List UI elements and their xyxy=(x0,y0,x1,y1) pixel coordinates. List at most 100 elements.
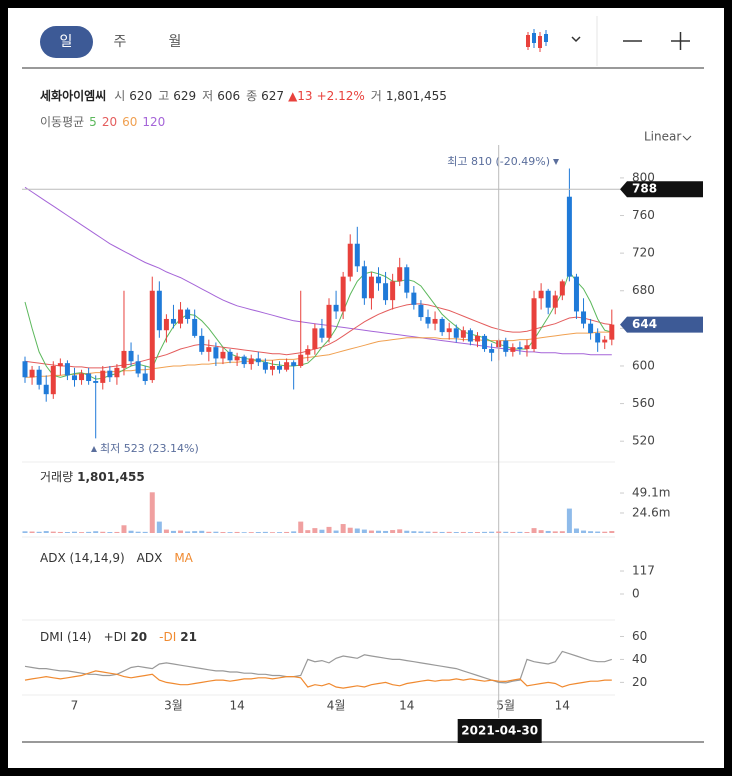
volume-bar xyxy=(602,531,608,533)
volume-bar xyxy=(142,531,148,533)
volume-bar xyxy=(234,531,240,533)
volume-bar xyxy=(467,532,473,533)
tab-selected-bg[interactable] xyxy=(40,26,93,58)
volume-bar xyxy=(397,529,403,533)
volume-bar xyxy=(446,531,452,533)
candle-body xyxy=(503,340,509,352)
volume-bar xyxy=(29,531,35,533)
volume-bar xyxy=(241,532,247,533)
candle-body xyxy=(50,365,56,395)
y-tick-label: 49.1m xyxy=(632,486,670,500)
volume-bar xyxy=(291,531,297,533)
x-tick-label: 4월 xyxy=(327,699,346,713)
legend-entry: 60 xyxy=(122,115,137,129)
candle-body xyxy=(404,267,410,293)
candle-body xyxy=(192,318,198,336)
candle-body xyxy=(206,347,212,352)
price-badge xyxy=(620,316,703,333)
candle-body xyxy=(432,318,438,324)
volume-bar xyxy=(524,532,530,533)
volume-bar xyxy=(573,528,579,533)
candle-body xyxy=(573,276,579,312)
volume-bar xyxy=(595,531,601,533)
volume-bar xyxy=(86,531,92,533)
candle-body xyxy=(255,358,261,363)
candle-body xyxy=(128,350,134,362)
candle-body xyxy=(595,333,601,343)
candle-body xyxy=(354,243,360,267)
ma-legend: 이동평균 5 20 60 120 xyxy=(40,115,165,129)
volume-bar xyxy=(531,528,537,533)
candle-body xyxy=(482,335,488,350)
volume-bar xyxy=(482,531,488,533)
y-tick-label: 117 xyxy=(632,564,655,578)
volume-bar xyxy=(496,531,502,533)
x-tick-label: 3월 xyxy=(164,699,183,713)
candle-body xyxy=(347,243,353,277)
volume-bar xyxy=(588,531,594,533)
candle-body xyxy=(114,367,120,378)
candle-body xyxy=(22,361,28,378)
candle-body xyxy=(340,276,346,312)
candle-body xyxy=(538,290,544,299)
y-tick-label: 520 xyxy=(632,434,655,448)
volume-bar xyxy=(22,531,28,533)
candle-body xyxy=(390,281,396,301)
volume-bar xyxy=(418,531,424,533)
scale-mode-icon[interactable] xyxy=(682,135,692,141)
volume-bar xyxy=(269,532,275,533)
candle-body xyxy=(298,354,304,366)
candle-body xyxy=(581,311,587,324)
candle-body xyxy=(248,358,254,365)
candle-body xyxy=(305,349,311,355)
crosshair-price: 788 xyxy=(632,182,657,196)
annotation-marker xyxy=(91,446,97,452)
volume-bar xyxy=(333,530,339,533)
tab[interactable]: 월 xyxy=(169,34,182,50)
candle-body xyxy=(545,290,551,308)
annotation: 최저 523 (23.14%) xyxy=(100,442,199,455)
volume-bar xyxy=(100,531,106,533)
volume-bar xyxy=(43,531,49,533)
y-tick-label: 680 xyxy=(632,283,655,297)
tab[interactable]: 주 xyxy=(114,34,127,50)
legend-entry: 120 xyxy=(142,115,165,129)
volume-bar xyxy=(114,531,120,533)
x-tick-label: 14 xyxy=(229,699,244,713)
candle-body xyxy=(121,350,127,368)
volume-bar xyxy=(128,530,134,533)
candle-body xyxy=(446,328,452,333)
zoom-in[interactable] xyxy=(671,32,690,50)
volume-bar xyxy=(156,521,162,533)
volume-bar xyxy=(79,532,85,533)
candle-body xyxy=(376,276,381,284)
candle-body xyxy=(29,369,35,378)
volume-bar xyxy=(248,532,254,533)
y-tick-label: 760 xyxy=(632,208,655,222)
volume-bar xyxy=(340,524,346,533)
adx-legend: ADX (14,14,9) ADX MA xyxy=(40,551,194,565)
volume-bar xyxy=(93,531,99,533)
volume-bar xyxy=(439,531,445,533)
volume-bar xyxy=(185,531,191,533)
volume-bar xyxy=(71,531,77,533)
tab[interactable]: 일 xyxy=(60,34,73,50)
y-tick-label: 600 xyxy=(632,358,655,372)
x-tick-label: 7 xyxy=(71,699,79,713)
volume-bar xyxy=(121,525,127,533)
dmi-legend: DMI (14) +DI 20 -DI 21 xyxy=(40,630,197,644)
dropdown-icon[interactable] xyxy=(571,36,581,43)
candle-body xyxy=(170,318,176,324)
candle-body xyxy=(100,370,106,383)
candle-body xyxy=(234,356,240,361)
volume-bar xyxy=(425,531,431,533)
scale-mode[interactable]: Linear xyxy=(644,130,681,144)
price-badge-label: 644 xyxy=(632,317,657,331)
volume-bar xyxy=(305,530,311,533)
volume-bar xyxy=(284,531,290,533)
chart-type-icon[interactable] xyxy=(526,29,548,52)
volume-bar xyxy=(50,531,56,533)
volume-bar xyxy=(474,532,480,533)
candle-body xyxy=(43,384,49,395)
